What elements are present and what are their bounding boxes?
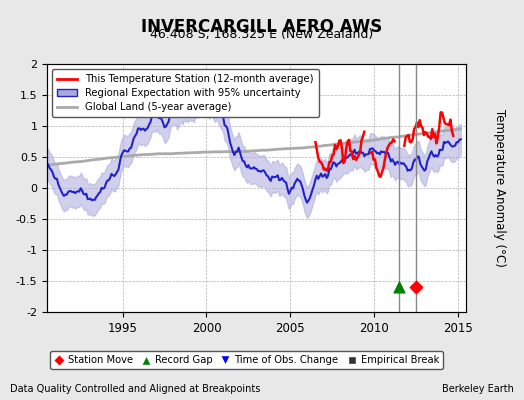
Y-axis label: Temperature Anomaly (°C): Temperature Anomaly (°C): [493, 109, 506, 267]
Text: 46.408 S, 168.325 E (New Zealand): 46.408 S, 168.325 E (New Zealand): [150, 28, 374, 41]
Point: [412, 284, 420, 290]
Text: INVERCARGILL AERO AWS: INVERCARGILL AERO AWS: [141, 18, 383, 36]
Text: Berkeley Earth: Berkeley Earth: [442, 384, 514, 394]
Text: Data Quality Controlled and Aligned at Breakpoints: Data Quality Controlled and Aligned at B…: [10, 384, 261, 394]
Legend: Station Move, Record Gap, Time of Obs. Change, Empirical Break: Station Move, Record Gap, Time of Obs. C…: [50, 351, 443, 369]
Point: [395, 284, 403, 290]
Legend: This Temperature Station (12-month average), Regional Expectation with 95% uncer: This Temperature Station (12-month avera…: [52, 69, 319, 117]
